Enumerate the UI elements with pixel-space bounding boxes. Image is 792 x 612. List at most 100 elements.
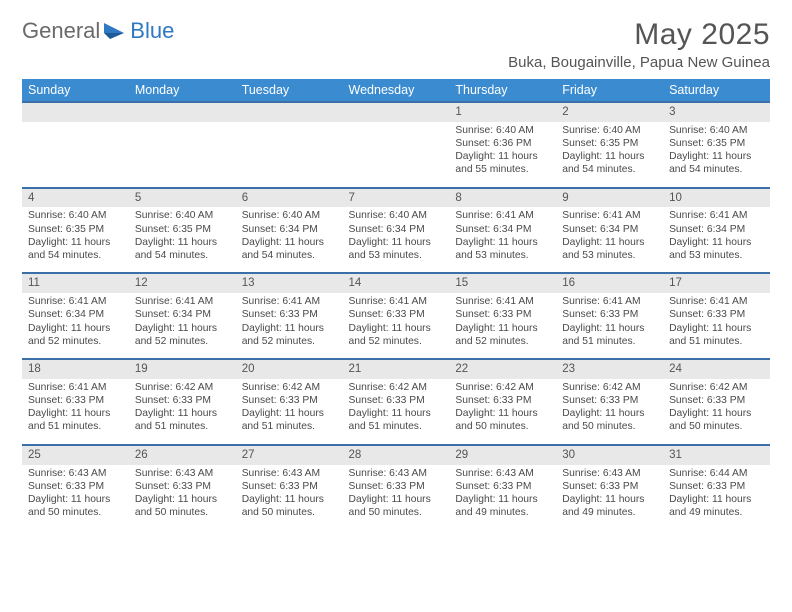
daylight-text-1: Daylight: 11 hours xyxy=(562,322,657,335)
sunset-text: Sunset: 6:35 PM xyxy=(135,223,230,236)
daylight-text-2: and 54 minutes. xyxy=(562,163,657,176)
sunset-text: Sunset: 6:33 PM xyxy=(455,308,550,321)
daylight-text-1: Daylight: 11 hours xyxy=(562,493,657,506)
sunrise-text: Sunrise: 6:41 AM xyxy=(455,209,550,222)
day-number-cell: 20 xyxy=(236,359,343,379)
day-content-row: Sunrise: 6:43 AMSunset: 6:33 PMDaylight:… xyxy=(22,465,770,531)
day-number-cell: 1 xyxy=(449,102,556,122)
weekday-header-row: Sunday Monday Tuesday Wednesday Thursday… xyxy=(22,79,770,102)
daylight-text-2: and 54 minutes. xyxy=(28,249,123,262)
daylight-text-1: Daylight: 11 hours xyxy=(242,493,337,506)
daylight-text-2: and 50 minutes. xyxy=(349,506,444,519)
weekday-header: Friday xyxy=(556,79,663,102)
daylight-text-1: Daylight: 11 hours xyxy=(349,236,444,249)
day-number-cell: 5 xyxy=(129,188,236,208)
sunrise-text: Sunrise: 6:41 AM xyxy=(28,295,123,308)
day-number-cell xyxy=(129,102,236,122)
day-content-cell: Sunrise: 6:41 AMSunset: 6:33 PMDaylight:… xyxy=(556,293,663,359)
day-content-cell: Sunrise: 6:43 AMSunset: 6:33 PMDaylight:… xyxy=(236,465,343,531)
weekday-header: Wednesday xyxy=(343,79,450,102)
daylight-text-2: and 51 minutes. xyxy=(28,420,123,433)
day-number-cell: 29 xyxy=(449,445,556,465)
day-number-cell: 9 xyxy=(556,188,663,208)
daylight-text-1: Daylight: 11 hours xyxy=(28,236,123,249)
day-content-cell: Sunrise: 6:40 AMSunset: 6:35 PMDaylight:… xyxy=(22,207,129,273)
sunrise-text: Sunrise: 6:40 AM xyxy=(135,209,230,222)
sunrise-text: Sunrise: 6:42 AM xyxy=(349,381,444,394)
day-content-cell: Sunrise: 6:42 AMSunset: 6:33 PMDaylight:… xyxy=(556,379,663,445)
daylight-text-2: and 52 minutes. xyxy=(349,335,444,348)
weekday-header: Thursday xyxy=(449,79,556,102)
sunset-text: Sunset: 6:34 PM xyxy=(562,223,657,236)
sunrise-text: Sunrise: 6:41 AM xyxy=(669,209,764,222)
location-text: Buka, Bougainville, Papua New Guinea xyxy=(508,54,770,71)
day-content-cell: Sunrise: 6:43 AMSunset: 6:33 PMDaylight:… xyxy=(22,465,129,531)
day-number-cell: 11 xyxy=(22,273,129,293)
day-number-cell: 7 xyxy=(343,188,450,208)
sunset-text: Sunset: 6:33 PM xyxy=(562,480,657,493)
day-content-cell: Sunrise: 6:41 AMSunset: 6:34 PMDaylight:… xyxy=(449,207,556,273)
month-title: May 2025 xyxy=(508,18,770,52)
weekday-header: Sunday xyxy=(22,79,129,102)
sunrise-text: Sunrise: 6:41 AM xyxy=(349,295,444,308)
daylight-text-2: and 50 minutes. xyxy=(242,506,337,519)
sunrise-text: Sunrise: 6:41 AM xyxy=(135,295,230,308)
sunset-text: Sunset: 6:33 PM xyxy=(562,308,657,321)
day-number-cell: 8 xyxy=(449,188,556,208)
sunrise-text: Sunrise: 6:40 AM xyxy=(28,209,123,222)
sunset-text: Sunset: 6:33 PM xyxy=(242,394,337,407)
daylight-text-1: Daylight: 11 hours xyxy=(242,322,337,335)
sunrise-text: Sunrise: 6:42 AM xyxy=(455,381,550,394)
daylight-text-2: and 54 minutes. xyxy=(135,249,230,262)
weekday-header: Monday xyxy=(129,79,236,102)
day-number-cell: 26 xyxy=(129,445,236,465)
daylight-text-1: Daylight: 11 hours xyxy=(28,407,123,420)
weekday-header: Saturday xyxy=(663,79,770,102)
daylight-text-1: Daylight: 11 hours xyxy=(669,407,764,420)
day-number-cell: 2 xyxy=(556,102,663,122)
sunset-text: Sunset: 6:33 PM xyxy=(562,394,657,407)
sunset-text: Sunset: 6:33 PM xyxy=(242,480,337,493)
sunset-text: Sunset: 6:33 PM xyxy=(135,394,230,407)
day-content-row: Sunrise: 6:41 AMSunset: 6:33 PMDaylight:… xyxy=(22,379,770,445)
sunrise-text: Sunrise: 6:40 AM xyxy=(242,209,337,222)
daylight-text-2: and 49 minutes. xyxy=(455,506,550,519)
sunrise-text: Sunrise: 6:43 AM xyxy=(242,467,337,480)
day-content-row: Sunrise: 6:40 AMSunset: 6:35 PMDaylight:… xyxy=(22,207,770,273)
daylight-text-2: and 50 minutes. xyxy=(562,420,657,433)
daylight-text-2: and 52 minutes. xyxy=(455,335,550,348)
day-content-cell: Sunrise: 6:40 AMSunset: 6:34 PMDaylight:… xyxy=(236,207,343,273)
logo-flag-icon xyxy=(102,21,128,41)
daylight-text-1: Daylight: 11 hours xyxy=(669,493,764,506)
daylight-text-1: Daylight: 11 hours xyxy=(135,322,230,335)
sunset-text: Sunset: 6:33 PM xyxy=(349,394,444,407)
daylight-text-2: and 53 minutes. xyxy=(562,249,657,262)
day-content-cell: Sunrise: 6:41 AMSunset: 6:33 PMDaylight:… xyxy=(449,293,556,359)
day-content-cell: Sunrise: 6:40 AMSunset: 6:35 PMDaylight:… xyxy=(129,207,236,273)
daylight-text-2: and 51 minutes. xyxy=(562,335,657,348)
daylight-text-1: Daylight: 11 hours xyxy=(135,236,230,249)
day-content-cell: Sunrise: 6:43 AMSunset: 6:33 PMDaylight:… xyxy=(343,465,450,531)
day-content-cell: Sunrise: 6:42 AMSunset: 6:33 PMDaylight:… xyxy=(343,379,450,445)
sunset-text: Sunset: 6:33 PM xyxy=(349,308,444,321)
sunset-text: Sunset: 6:33 PM xyxy=(28,394,123,407)
sunset-text: Sunset: 6:33 PM xyxy=(349,480,444,493)
title-block: May 2025 Buka, Bougainville, Papua New G… xyxy=(508,18,770,71)
day-number-cell: 4 xyxy=(22,188,129,208)
day-content-cell: Sunrise: 6:41 AMSunset: 6:33 PMDaylight:… xyxy=(22,379,129,445)
day-number-cell: 14 xyxy=(343,273,450,293)
sunrise-text: Sunrise: 6:41 AM xyxy=(455,295,550,308)
sunset-text: Sunset: 6:34 PM xyxy=(28,308,123,321)
sunrise-text: Sunrise: 6:42 AM xyxy=(242,381,337,394)
daylight-text-2: and 51 minutes. xyxy=(135,420,230,433)
sunset-text: Sunset: 6:34 PM xyxy=(669,223,764,236)
sunset-text: Sunset: 6:33 PM xyxy=(28,480,123,493)
daylight-text-2: and 55 minutes. xyxy=(455,163,550,176)
day-content-cell: Sunrise: 6:41 AMSunset: 6:33 PMDaylight:… xyxy=(343,293,450,359)
day-content-cell xyxy=(129,122,236,188)
sunrise-text: Sunrise: 6:40 AM xyxy=(349,209,444,222)
day-content-cell: Sunrise: 6:44 AMSunset: 6:33 PMDaylight:… xyxy=(663,465,770,531)
day-content-cell: Sunrise: 6:41 AMSunset: 6:34 PMDaylight:… xyxy=(129,293,236,359)
sunrise-text: Sunrise: 6:40 AM xyxy=(455,124,550,137)
sunset-text: Sunset: 6:36 PM xyxy=(455,137,550,150)
